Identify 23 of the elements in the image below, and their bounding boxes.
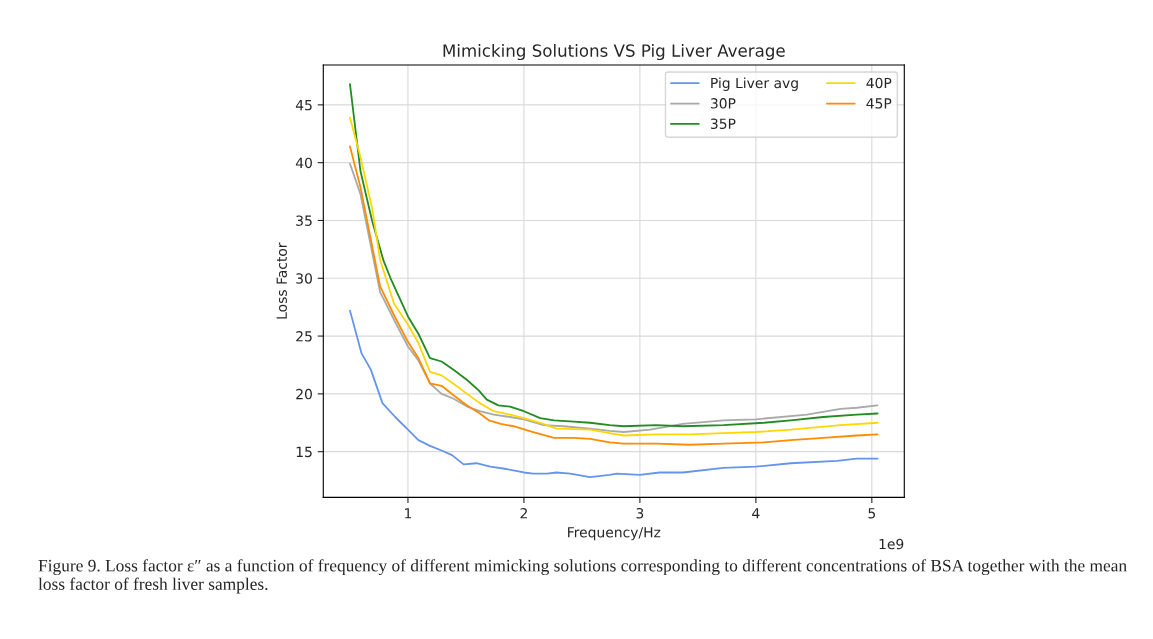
legend-label: 30P bbox=[710, 98, 736, 109]
x-tick-label: 4 bbox=[752, 508, 760, 519]
y-tick-label: 40 bbox=[295, 157, 312, 169]
chart-title: Mimicking Solutions VS Pig Liver Average bbox=[443, 43, 785, 61]
y-tick-label: 35 bbox=[296, 215, 312, 226]
text: 1e9 bbox=[879, 538, 904, 550]
x-tick-label: 1 bbox=[405, 508, 412, 519]
y-tick-label: 25 bbox=[296, 331, 312, 342]
legend-label: 45P bbox=[866, 98, 892, 109]
line-series bbox=[349, 309, 879, 479]
y-tick-label: 30 bbox=[296, 273, 312, 284]
legend-label: Pig Liver avg bbox=[711, 77, 798, 91]
y-tick-label: 45 bbox=[295, 100, 312, 111]
caption: Figure 9. Loss factor ε″ as a function of frequency of different mimicking solutions corresponding to different concentrations of BSA together with the mean loss factor of fresh liver samples. bbox=[38, 559, 1127, 594]
y-axis-title: Loss Factor bbox=[276, 242, 287, 319]
x-tick-label: 2 bbox=[520, 508, 527, 519]
legend-label: 35P bbox=[710, 118, 736, 130]
x-axis-title: Frequency/Hz bbox=[568, 527, 661, 541]
y-tick-label: 15 bbox=[296, 446, 312, 458]
x-tick-label: 5 bbox=[868, 508, 876, 519]
legend-label: 40P bbox=[866, 77, 892, 89]
y-tick-label: 20 bbox=[296, 388, 312, 400]
x-tick-label: 3 bbox=[636, 508, 644, 519]
